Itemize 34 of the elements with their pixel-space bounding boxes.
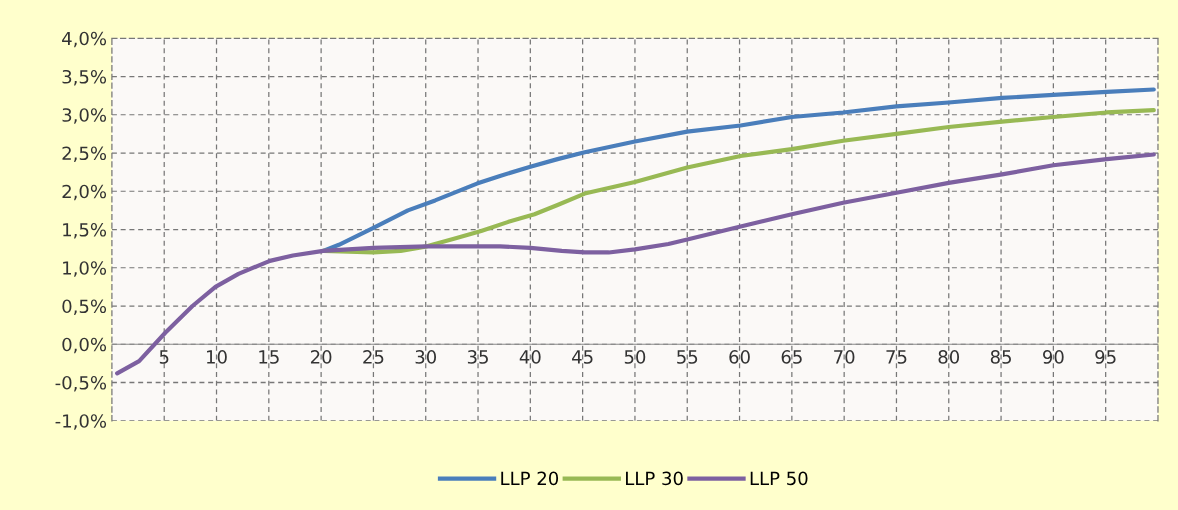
y-tick-label: 2,5% [62, 146, 107, 162]
y-tick-label: 0,5% [62, 299, 107, 315]
x-tick-label: 60 [729, 350, 750, 364]
x-tick-label: 50 [624, 350, 646, 364]
x-tick-label: 70 [834, 350, 855, 364]
x-tick-label: 45 [572, 350, 593, 364]
x-tick-label: 40 [519, 350, 541, 364]
y-tick-label: 3,0% [62, 108, 107, 124]
legend-label: LLP 50 [750, 471, 808, 486]
y-tick-label: 1,0% [63, 261, 107, 277]
x-tick-label: 55 [677, 350, 698, 364]
y-tick-label: 3,5% [62, 69, 107, 86]
x-tick-label: 35 [467, 350, 488, 364]
y-tick-label: -0,5% [55, 375, 107, 392]
x-tick-label: 5 [159, 350, 169, 364]
y-tick-label: 0,0% [62, 337, 107, 354]
x-tick-label: 80 [938, 350, 960, 364]
x-tick-label: 25 [363, 350, 384, 364]
x-tick-label: 20 [310, 350, 332, 364]
x-tick-label: 75 [886, 350, 907, 364]
y-tick-label: 2,0% [62, 184, 107, 201]
legend-label: LLP 20 [501, 471, 559, 486]
x-tick-label: 10 [207, 350, 227, 364]
x-tick-label: 95 [1095, 350, 1116, 364]
x-tick-label: 15 [259, 350, 279, 364]
y-tick-label: -1,0% [55, 414, 107, 430]
line-series [115, 152, 1156, 376]
y-tick-label: 1,5% [63, 222, 107, 239]
x-tick-label: 65 [781, 350, 802, 364]
x-tick-label: 30 [415, 350, 437, 364]
x-tick-label: 85 [990, 350, 1011, 364]
x-tick-label: 90 [1043, 350, 1064, 364]
y-tick-label: 4,0% [62, 31, 107, 48]
legend-label: LLP 30 [626, 471, 683, 486]
